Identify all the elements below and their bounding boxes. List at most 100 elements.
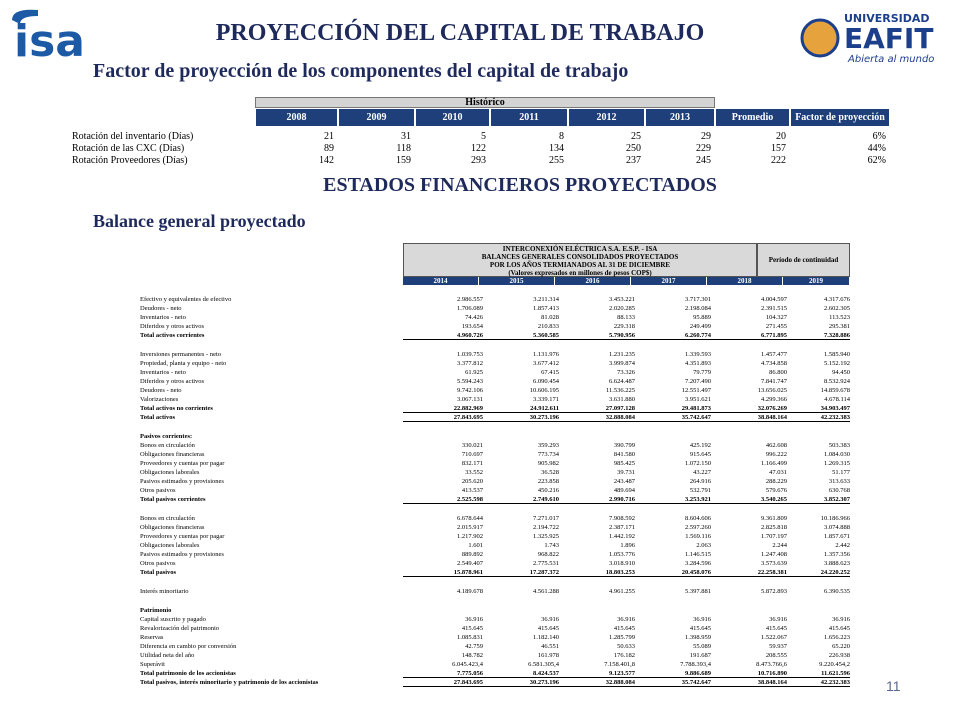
cell-value: 1.166.499 (761, 460, 787, 467)
cell-value: 14.859.678 (820, 387, 850, 394)
cell-value: 5.594.243 (457, 378, 483, 385)
row-label: Total pasivos (140, 569, 177, 576)
header-box (403, 243, 757, 277)
cell-value: 7.788.393,4 (680, 661, 711, 668)
cell-value: 5.152.192 (824, 360, 850, 367)
cell-value: 489.694 (613, 487, 635, 494)
header-line: INTERCONEXIÓN ELÉCTRICA S.A. E.S.P. - IS… (502, 244, 658, 253)
cell-value: 104.327 (765, 314, 787, 321)
cell-value: 415.645 (461, 625, 483, 632)
cell-value: 122 (471, 143, 486, 154)
cell-value: 4.960.726 (403, 332, 483, 340)
cell-value: 288.229 (765, 478, 787, 485)
cell-value: 3.951.621 (685, 396, 711, 403)
cell-value: 250 (626, 143, 641, 154)
cell-value: 293 (471, 155, 486, 166)
row-label: Deudores - neto (140, 305, 182, 312)
cell-value: 1.896 (620, 542, 635, 549)
cell-value: 841.580 (613, 451, 635, 458)
cell-value: 2.387.171 (609, 524, 635, 531)
cell-value: 3.717.301 (685, 296, 711, 303)
header-line: (Valores expresados en millones de pesos… (508, 268, 652, 277)
row-label: Total pasivos, interés minoritario y pat… (140, 679, 319, 686)
cell-value: 7.775.056 (403, 670, 483, 678)
cell-value: 415.645 (613, 625, 635, 632)
cell-value: 25 (631, 131, 641, 142)
cell-value: 996.222 (765, 451, 787, 458)
cell-value: 1.585.940 (824, 351, 850, 358)
cell-value: 22.882.969 (403, 405, 483, 413)
cell-value: 6% (872, 131, 886, 142)
cell-value: 710.697 (461, 451, 483, 458)
cell-value: 3.677.412 (533, 360, 559, 367)
row-label: Propiedad, planta y equipo - neto (140, 360, 227, 367)
cell-value: 1.706.089 (457, 305, 483, 312)
cell-value: 161.978 (537, 652, 559, 659)
cell-value: 2.825.818 (761, 524, 787, 531)
row-label: Revalorización del patrimonio (140, 625, 220, 632)
cell-value: 8.473.766,6 (756, 661, 787, 668)
row-label: Bonos en circulación (140, 515, 195, 522)
cell-value: 32.076.269 (707, 405, 787, 413)
cell-value: 210.833 (537, 323, 559, 330)
cell-value: 1.131.976 (533, 351, 559, 358)
cell-value: 5.360.585 (479, 332, 559, 340)
cell-value: 9.886.689 (631, 670, 711, 678)
cell-value: 10.186.966 (820, 515, 850, 522)
cell-value: 20 (776, 131, 786, 142)
year-cell: 2014 (403, 277, 479, 285)
cell-value: 415.645 (828, 625, 850, 632)
cell-value: 8.424.537 (479, 670, 559, 678)
cell-value: 2.020.285 (609, 305, 635, 312)
cell-value: 2.525.598 (403, 496, 483, 504)
cell-value: 1.601 (468, 542, 483, 549)
cell-value: 1.569.116 (685, 533, 711, 540)
isa-logo: isa (12, 9, 85, 62)
logo-text: Abierta al mundo (847, 54, 934, 65)
row-label: Inventarios - neto (140, 369, 186, 376)
cell-value: 223.858 (537, 478, 559, 485)
cell-value: 1.457.477 (761, 351, 787, 358)
cell-value: 61.925 (465, 369, 483, 376)
cell-value: 2.198.084 (685, 305, 711, 312)
cell-value: 1.146.515 (685, 551, 711, 558)
cell-value: 24.912.611 (479, 405, 559, 413)
cell-value: 3.573.639 (761, 560, 787, 567)
row-label: Total pasivos corrientes (140, 496, 206, 503)
cell-value: 1.084.030 (824, 451, 850, 458)
cell-value: 2.775.531 (533, 560, 559, 567)
cell-value: 10.716.890 (707, 670, 787, 678)
cell-value: 59.937 (769, 643, 787, 650)
cell-value: 4.561.288 (533, 588, 559, 595)
cell-value: 2.442 (835, 542, 850, 549)
cell-value: 9.361.809 (761, 515, 787, 522)
header-cell: Promedio (715, 108, 790, 127)
header-line: POR LOS AÑOS TERMIANADOS AL 31 DE DICIEM… (489, 260, 671, 269)
row-label: Efectivo y equivalentes de efectivo (140, 296, 232, 303)
header-cell: 2010 (415, 108, 490, 127)
cell-value: 88.133 (617, 314, 635, 321)
cell-value: 2.549.407 (457, 560, 483, 567)
cell-value: 4.299.366 (761, 396, 787, 403)
cell-value: 32.888.084 (555, 414, 635, 422)
cell-value: 43.227 (693, 469, 711, 476)
cell-value: 6.260.774 (631, 332, 711, 340)
header-cell: Histórico (255, 97, 715, 108)
cell-value: 3.253.921 (631, 496, 711, 504)
year-cell: 2017 (631, 277, 707, 285)
cell-value: 6.624.487 (609, 378, 635, 385)
cell-value: 36.916 (832, 616, 850, 623)
cell-value: 1.442.192 (609, 533, 635, 540)
cell-value: 62% (867, 155, 886, 166)
cell-value: 1.217.902 (457, 533, 483, 540)
cell-value: 7.158.401,8 (604, 661, 635, 668)
cell-value: 6.045.423,4 (452, 661, 483, 668)
cell-value: 450.216 (537, 487, 559, 494)
cell-value: 2.244 (772, 542, 787, 549)
cell-value: 81.028 (541, 314, 559, 321)
cell-value: 38.848.164 (707, 414, 787, 422)
cell-value: 17.287.372 (479, 569, 559, 577)
cell-value: 264.916 (689, 478, 711, 485)
cell-value: 359.293 (537, 442, 559, 449)
cell-value: 142 (319, 155, 334, 166)
